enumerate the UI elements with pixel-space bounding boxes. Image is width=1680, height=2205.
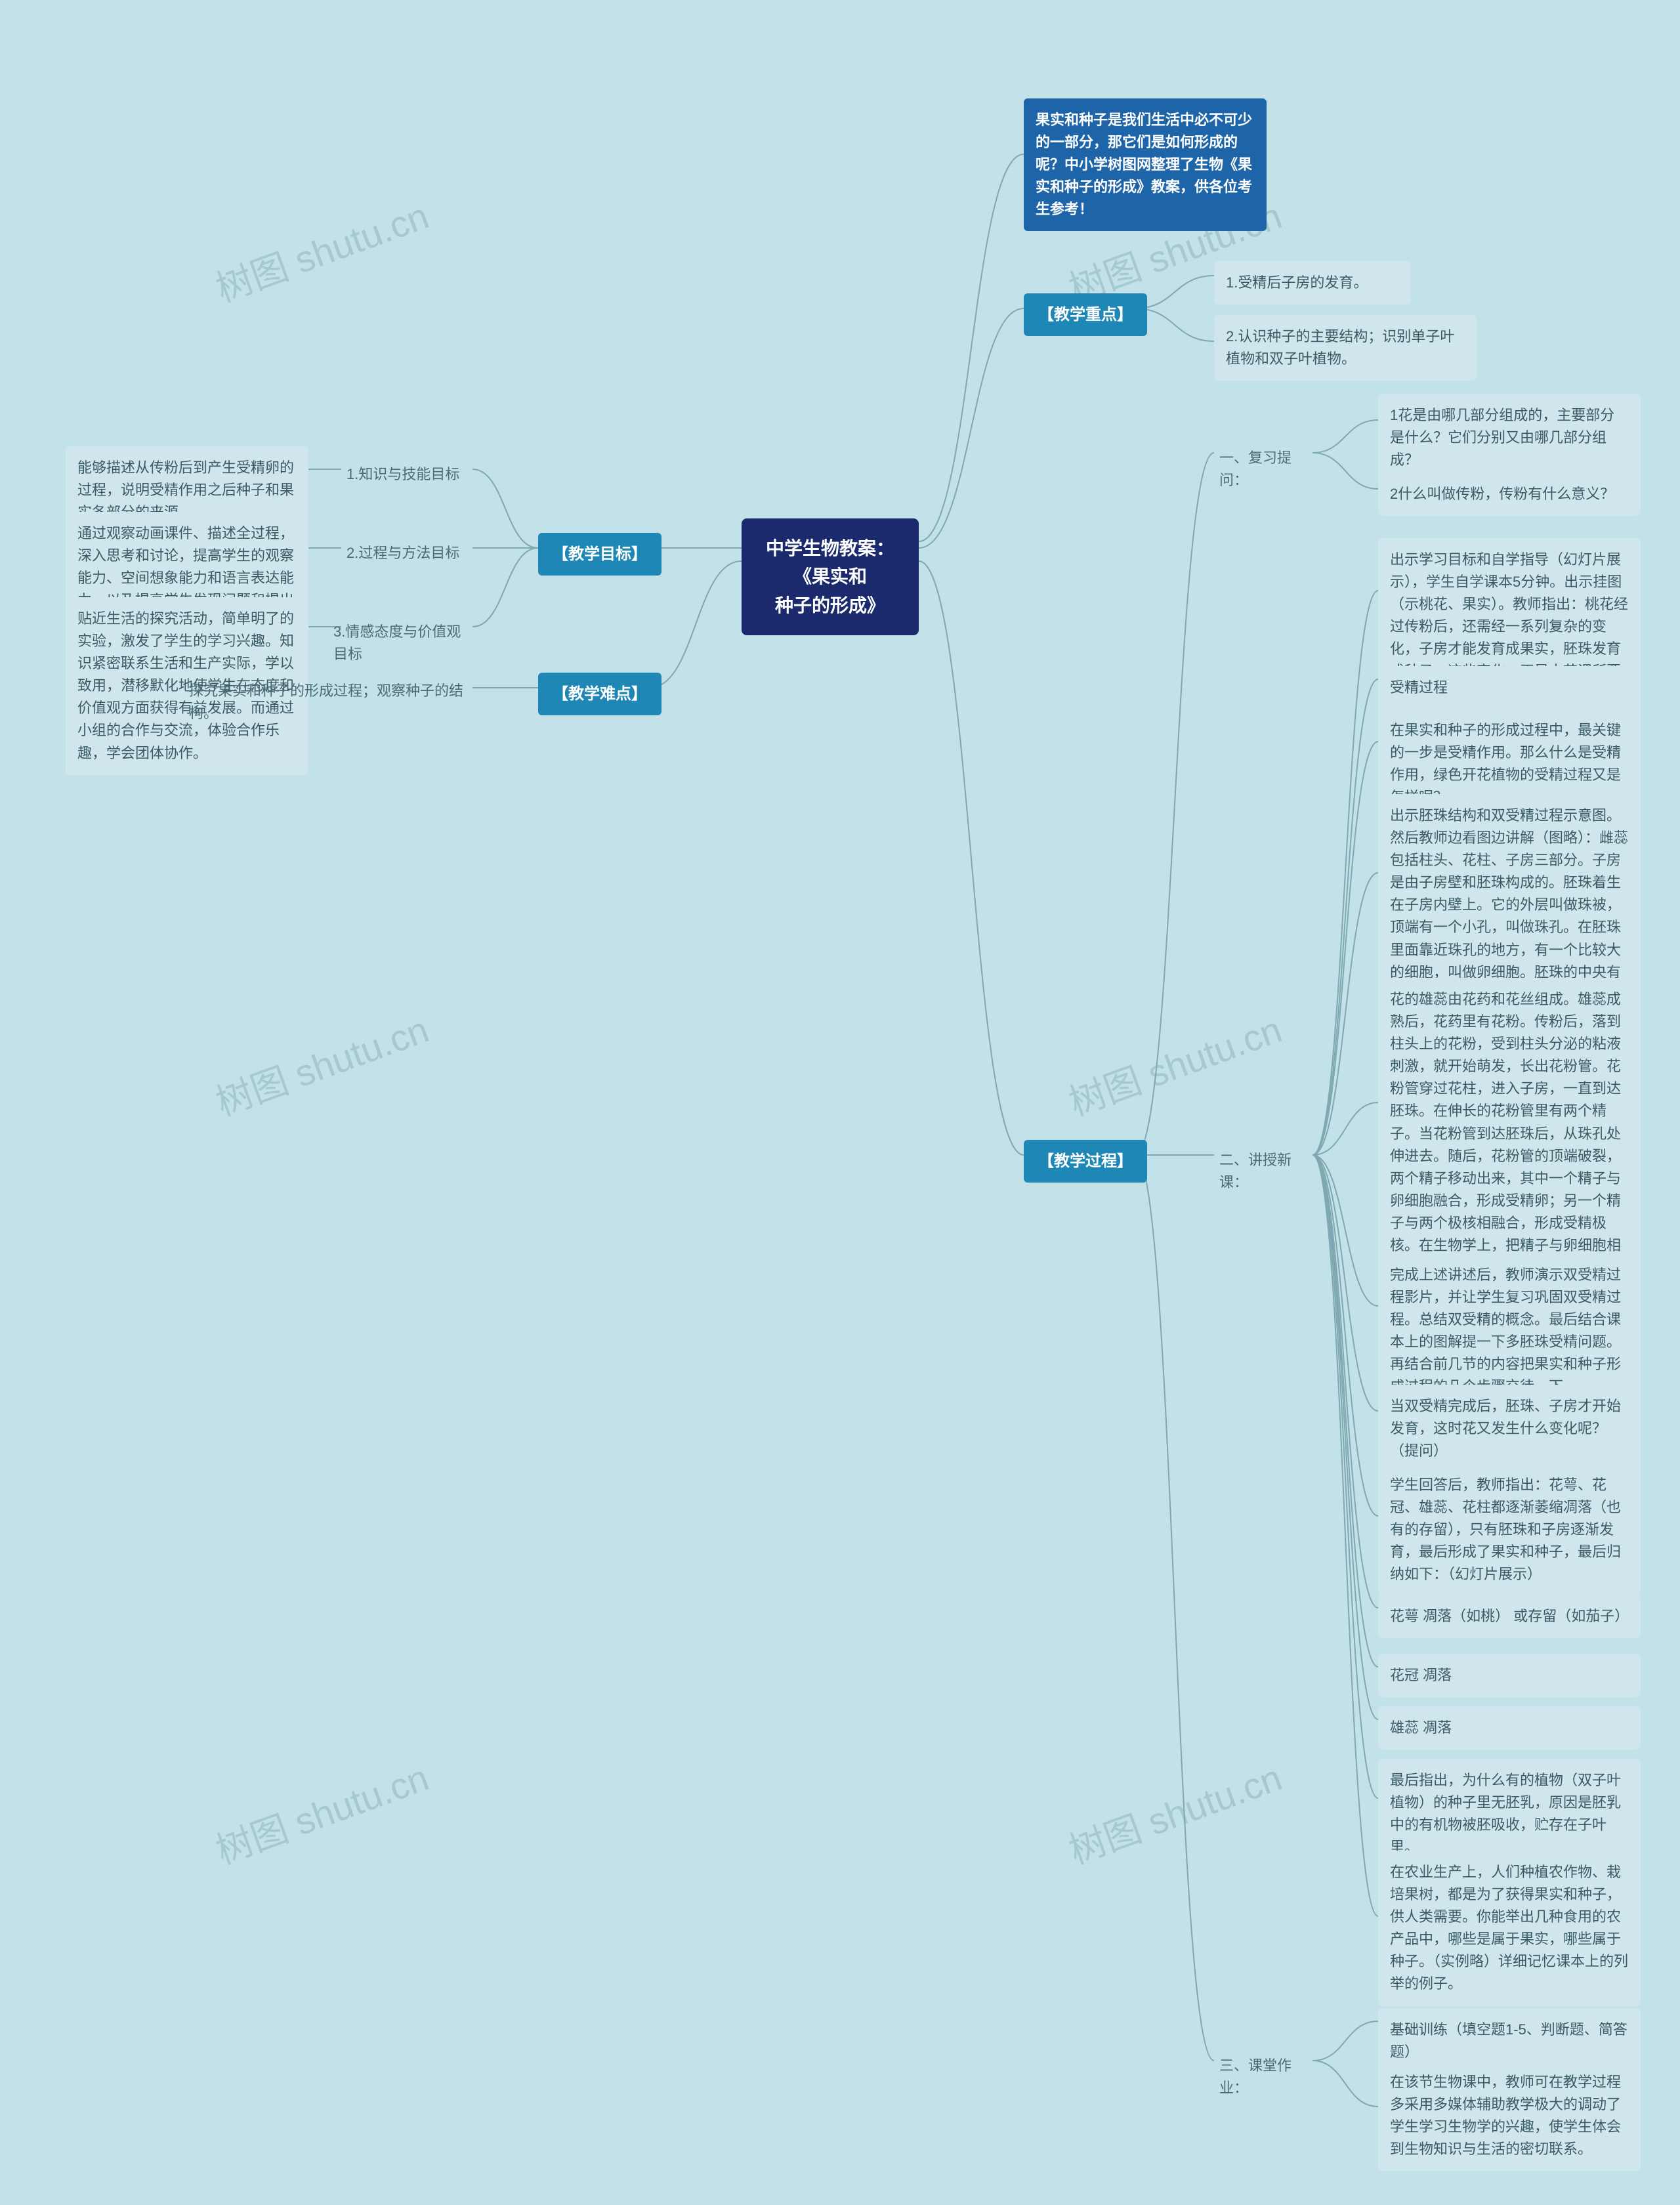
p3-c2: 在该节生物课中，教师可在教学过程多采用多媒体辅助教学极大的调动了学生学习生物学的…: [1378, 2061, 1641, 2171]
p2-card: 受精过程: [1378, 666, 1641, 709]
watermark: 树图 shutu.cn: [1060, 1748, 1288, 1874]
p2-card: 在农业生产上，人们种植农作物、栽培果树，都是为了获得果实和种子，供人类需要。你能…: [1378, 1851, 1641, 2006]
watermark: 树图 shutu.cn: [207, 186, 435, 312]
process-1-q1: 1花是由哪几部分组成的，主要部分是什么？它们分别又由哪几部分组成？: [1378, 394, 1641, 482]
process-2-label[interactable]: 二、讲授新课：: [1214, 1145, 1319, 1198]
section-difficulty[interactable]: 【教学难点】: [538, 673, 662, 715]
section-focus[interactable]: 【教学重点】: [1024, 293, 1147, 336]
process-3-label[interactable]: 三、课堂作业：: [1214, 2051, 1319, 2103]
focus-2: 2.认识种子的主要结构；识别单子叶植物和双子叶植物。: [1214, 315, 1477, 381]
watermark: 树图 shutu.cn: [1060, 1000, 1288, 1126]
watermark: 树图 shutu.cn: [207, 1748, 435, 1874]
intro-card: 果实和种子是我们生活中必不可少的一部分，那它们是如何形成的呢？中小学树图网整理了…: [1024, 98, 1267, 231]
process-1-q2: 2什么叫做传粉，传粉有什么意义？: [1378, 472, 1641, 516]
p2-card: 花萼 凋落（如桃） 或存留（如茄子）: [1378, 1595, 1641, 1638]
root-node[interactable]: 中学生物教案：《果实和 种子的形成》: [742, 518, 919, 635]
p2-card: 雄蕊 凋落: [1378, 1706, 1641, 1750]
section-process[interactable]: 【教学过程】: [1024, 1140, 1147, 1183]
focus-1: 1.受精后子房的发育。: [1214, 261, 1411, 304]
goal-2-label[interactable]: 2.过程与方法目标: [341, 538, 472, 568]
p2-card: 花冠 凋落: [1378, 1654, 1641, 1697]
p2-card: 学生回答后，教师指出：花萼、花冠、雄蕊、花柱都逐渐萎缩凋落（也有的存留），只有胚…: [1378, 1463, 1641, 1596]
watermark: 树图 shutu.cn: [207, 1000, 435, 1126]
section-goals[interactable]: 【教学目标】: [538, 533, 662, 576]
p2-card: 当双受精完成后，胚珠、子房才开始发育，这时花又发生什么变化呢？（提问）: [1378, 1385, 1641, 1473]
difficulty-card: 探究果实和种子的形成过程；观察种子的结构。: [184, 676, 472, 728]
process-1-label[interactable]: 一、复习提问：: [1214, 443, 1319, 495]
goal-3-label[interactable]: 3.情感态度与价值观目标: [328, 617, 479, 669]
goal-1-label[interactable]: 1.知识与技能目标: [341, 459, 472, 490]
